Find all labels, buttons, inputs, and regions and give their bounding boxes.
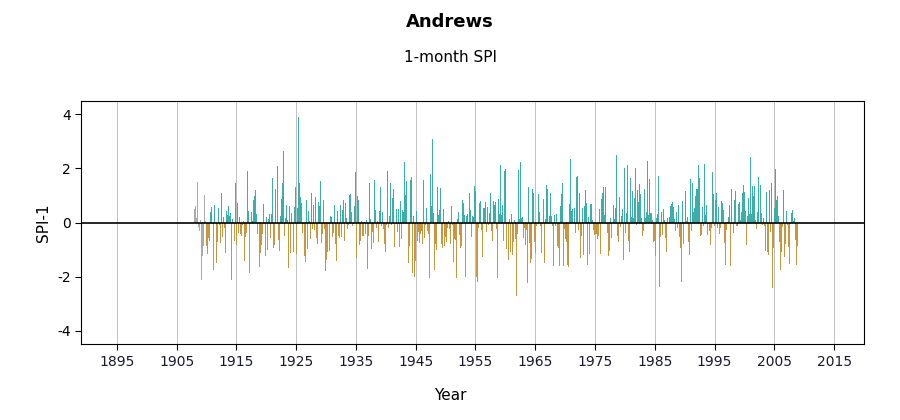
Text: Andrews: Andrews (406, 13, 494, 31)
Text: 1-month SPI: 1-month SPI (403, 50, 497, 66)
Text: Year: Year (434, 388, 466, 403)
Y-axis label: SPI-1: SPI-1 (36, 203, 51, 242)
